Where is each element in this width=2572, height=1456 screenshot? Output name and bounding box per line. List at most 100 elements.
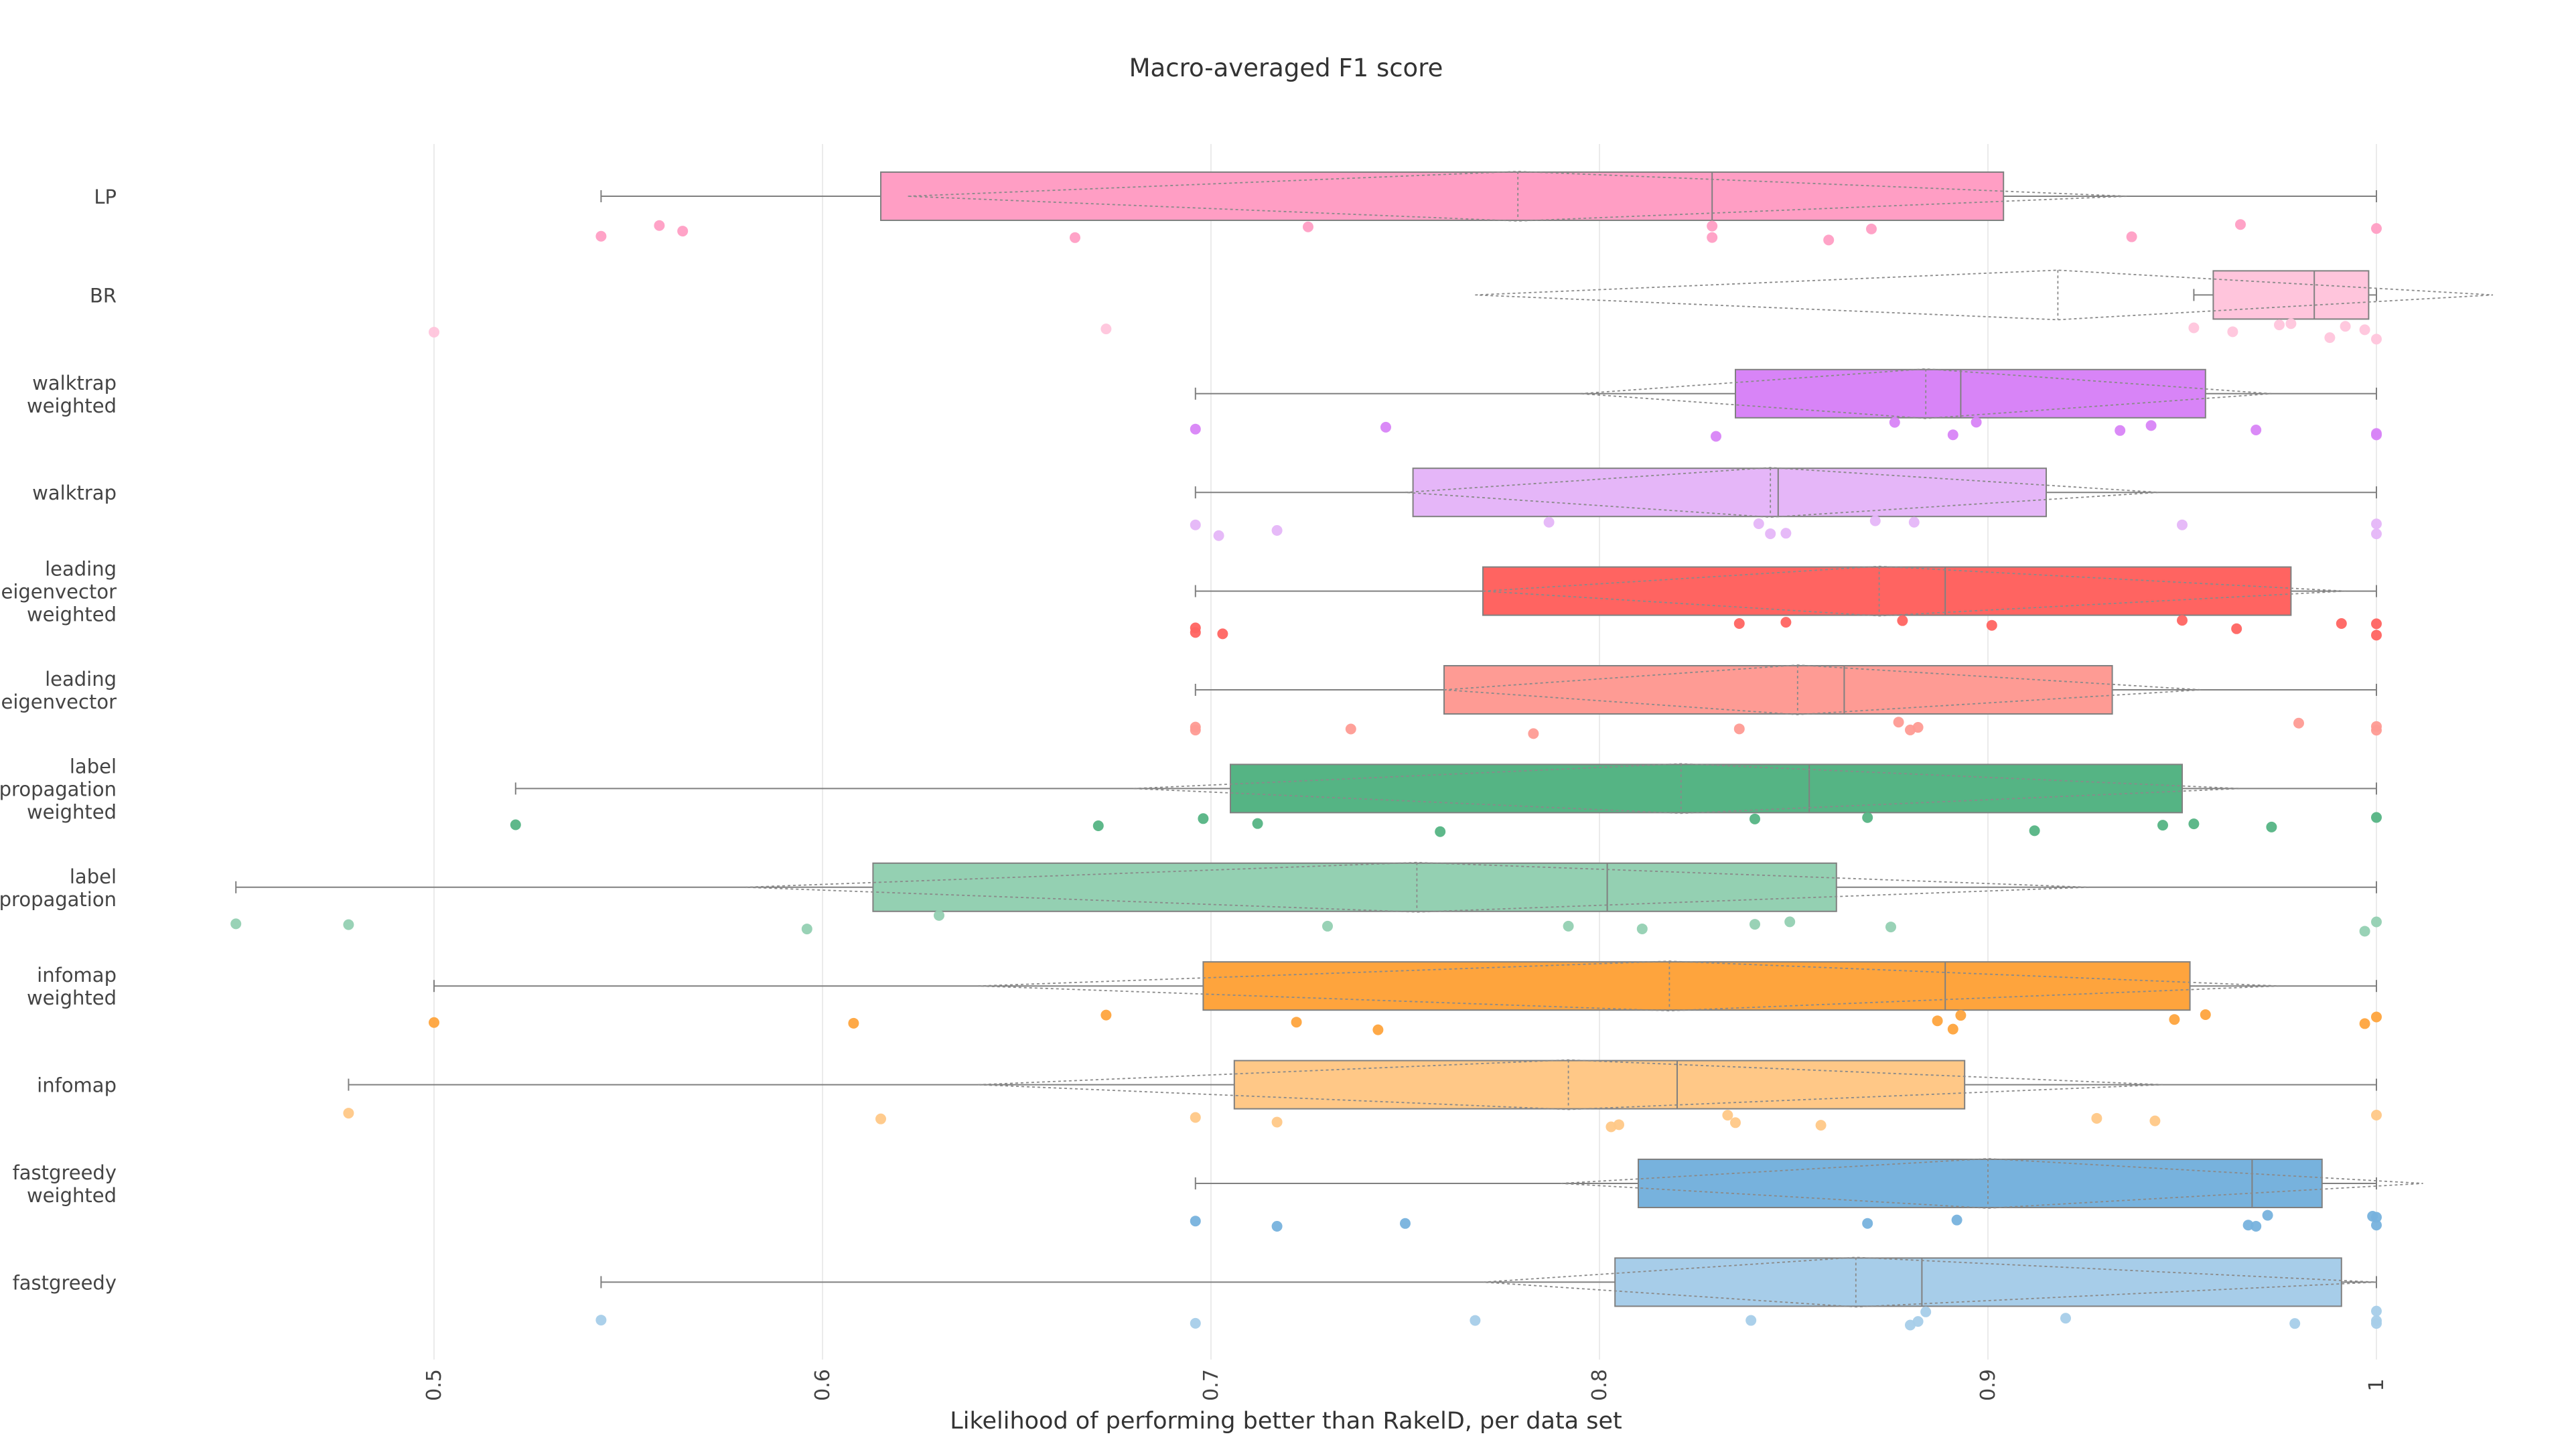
data-point [1920,1306,1932,1317]
data-point [1749,813,1760,824]
data-point [510,819,521,830]
mean-sd-diamond [1405,467,2159,518]
data-point [2324,332,2336,344]
data-point [1780,617,1792,628]
data-point [1380,421,1391,433]
data-point [2285,318,2297,330]
data-point [1765,528,1776,539]
mean-sd-diamond [1133,763,2241,814]
data-point [2289,1318,2301,1329]
data-point [654,220,665,231]
box [872,862,1837,912]
data-point [1190,1317,1201,1329]
data-point [2262,1210,2273,1221]
data-point [2371,916,2382,928]
data-point [2227,326,2238,338]
data-point [2091,1112,2102,1124]
data-point [1217,628,1228,640]
data-point [2371,223,2382,234]
data-point [1543,516,1555,528]
data-point [2157,820,2168,831]
box [1638,1159,2323,1208]
data-point [2371,1109,2382,1120]
data-point [1291,1017,1302,1028]
data-point [1955,1010,1967,1021]
data-point [2188,322,2200,334]
data-point [2359,324,2370,336]
data-point [343,919,354,930]
category-label: weighted [27,800,117,823]
x-tick-label: 1 [2365,1378,2388,1391]
data-point [1733,618,1745,630]
category-label: weighted [27,394,117,417]
data-point [2371,334,2382,345]
data-point [1563,920,1574,932]
box [1230,763,2183,814]
data-point [2340,321,2351,332]
mean-sd-diamond [744,861,2089,913]
data-point [1823,234,1835,246]
data-point [1271,1220,1283,1232]
data-point [2177,519,2188,530]
mean-sd-diamond [1475,269,2494,321]
data-point [1711,431,1721,442]
data-point [1986,620,1997,631]
data-point [595,230,607,242]
chart-title: Macro-averaged F1 score [1129,54,1443,82]
data-point [429,326,439,338]
data-point [1070,232,1080,243]
x-axis-title: Likelihood of performing better than Rak… [950,1408,1622,1435]
category-label: weighted [27,1184,117,1207]
mean-sd-diamond [1560,1158,2423,1209]
data-point [1733,723,1745,735]
data-point [1190,1112,1201,1123]
data-point [801,924,812,935]
category-label: propagation [0,888,117,911]
data-point [2371,428,2382,439]
data-point [2029,825,2040,836]
mean-sd-diamond [1482,1256,2377,1308]
data-point [2371,1212,2382,1223]
data-point [2169,1014,2180,1025]
mean-sd-diamond [977,1059,2163,1110]
data-point [1947,1023,1958,1035]
data-point [2149,1115,2161,1126]
mean-sd-diamond [1443,664,2202,715]
mean-sd-diamond [1579,368,2272,419]
data-point [1190,721,1201,733]
data-point [2359,926,2370,937]
category-label: eigenvector [1,690,117,713]
data-point [2115,425,2126,436]
data-point [1780,528,1792,539]
data-point [1322,920,1333,932]
x-tick-label: 0.7 [1200,1369,1223,1401]
data-point [2371,528,2382,540]
data-point [1372,1024,1384,1035]
data-point [2371,618,2382,630]
data-point [230,918,242,930]
data-point [2371,1220,2382,1231]
data-point [848,1017,859,1029]
data-point [934,909,944,921]
category-label: fastgreedy [13,1271,117,1294]
box [1482,566,2292,616]
data-point [1470,1315,1481,1326]
data-point [2371,1318,2382,1329]
category-label: walktrap [32,482,117,504]
category-label: leading [45,558,117,581]
data-point [2188,818,2200,830]
data-point [677,226,689,237]
data-point [1190,622,1201,634]
x-tick-label: 0.8 [1588,1369,1612,1401]
data-point [2371,1011,2382,1023]
data-point [1271,525,1283,536]
category-label: weighted [27,987,117,1009]
category-label: infomap [37,964,117,987]
x-tick-label: 0.5 [423,1369,446,1401]
data-point [2231,623,2242,634]
data-point [2371,518,2382,530]
x-tick-label: 0.6 [811,1369,835,1401]
data-point [1912,1316,1924,1327]
data-point [1869,515,1881,526]
